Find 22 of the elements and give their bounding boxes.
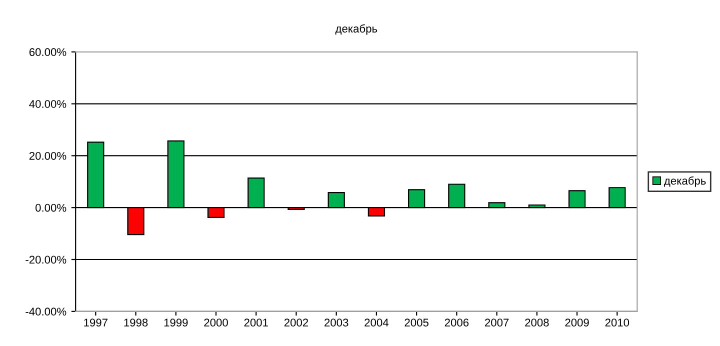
y-tick-label: 40.00% [29, 100, 66, 108]
x-tick-label: 2006 [444, 318, 469, 327]
x-tick-label: 2004 [364, 318, 388, 327]
x-tick-label: 2009 [565, 318, 589, 327]
x-tick-label: 2005 [404, 318, 428, 327]
x-tick-label: 1999 [164, 318, 188, 327]
x-tick-label: 2000 [204, 318, 228, 327]
y-tick-label: -20.00% [26, 256, 66, 264]
x-tick-label: 2003 [324, 318, 348, 327]
x-tick-label: 2008 [525, 318, 549, 327]
x-tick-label: 2002 [284, 318, 308, 327]
y-tick-label: 0.00% [36, 204, 66, 212]
x-tick-label: 2010 [605, 318, 630, 327]
x-tick-label: 2007 [485, 318, 509, 327]
x-tick-label: 2001 [244, 318, 268, 327]
x-tick-label: 1997 [84, 318, 108, 327]
y-tick-label: 20.00% [29, 152, 66, 160]
y-tick-label: 60.00% [29, 48, 66, 56]
legend-label: декабрь [664, 176, 706, 187]
chart-title: декабрь [335, 24, 378, 35]
x-tick-label: 1998 [124, 318, 148, 327]
y-tick-label: -40.00% [26, 308, 66, 316]
